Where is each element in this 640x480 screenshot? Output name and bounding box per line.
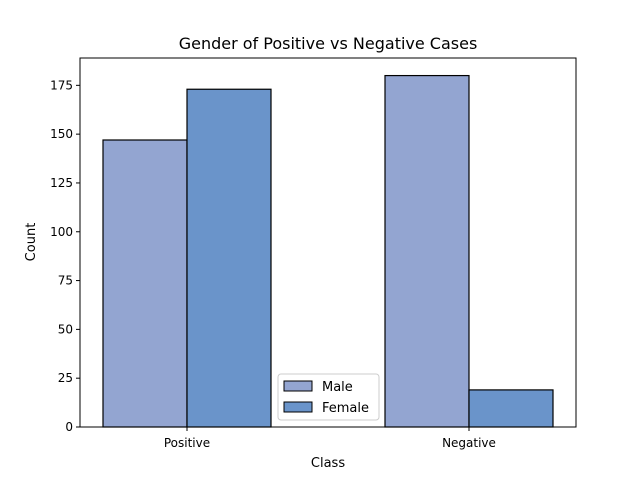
legend-swatch-male bbox=[283, 380, 313, 392]
bar-negative-male bbox=[384, 74, 470, 428]
plot-frame bbox=[79, 57, 577, 428]
y-axis-ticks: 0 25 50 75 100 125 150 175 bbox=[50, 78, 80, 434]
y-tick-label: 150 bbox=[50, 127, 73, 141]
y-axis-label: Count bbox=[24, 223, 39, 262]
x-axis-ticks: Positive Negative bbox=[164, 427, 496, 450]
bar-negative-female bbox=[468, 389, 554, 428]
legend: Male Female bbox=[277, 373, 380, 421]
x-axis-label: Class bbox=[311, 456, 345, 471]
y-tick-label: 25 bbox=[58, 371, 73, 385]
legend-label-male: Male bbox=[322, 380, 353, 395]
y-tick-label: 175 bbox=[50, 78, 73, 92]
y-tick-label: 100 bbox=[50, 225, 73, 239]
bar-positive-female bbox=[186, 88, 272, 428]
x-tick-label: Negative bbox=[442, 436, 496, 450]
bar-positive-male bbox=[102, 139, 188, 428]
y-tick-label: 0 bbox=[65, 420, 73, 434]
legend-label-female: Female bbox=[322, 401, 369, 416]
y-tick-label: 75 bbox=[58, 274, 73, 288]
y-tick-label: 125 bbox=[50, 176, 73, 190]
x-tick-label: Positive bbox=[164, 436, 210, 450]
bars bbox=[102, 74, 554, 428]
legend-swatch-female bbox=[283, 401, 313, 413]
chart-title: Gender of Positive vs Negative Cases bbox=[179, 34, 478, 53]
y-tick-label: 50 bbox=[58, 322, 73, 336]
